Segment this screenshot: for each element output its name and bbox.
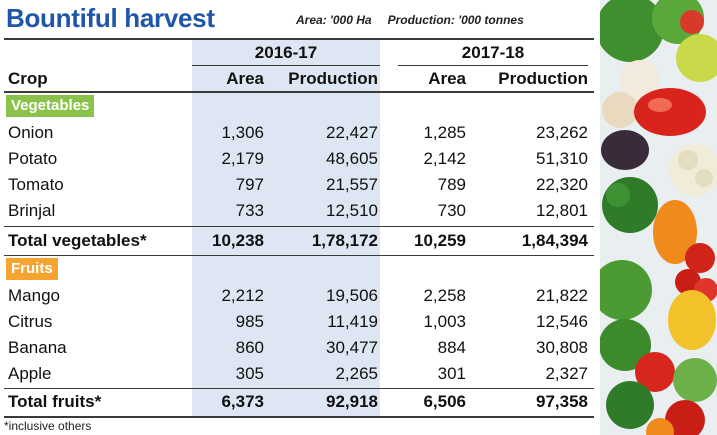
area-2017-18: 789 — [437, 175, 466, 194]
production-2017-18: 21,822 — [536, 286, 588, 305]
year-2016-17-shade — [192, 40, 380, 416]
vegetables-and-fruits-image — [600, 0, 717, 435]
crop-name: Mango — [8, 286, 60, 305]
production-2016-17: 22,427 — [326, 123, 378, 142]
year-2016-17-underline — [192, 65, 380, 66]
area-2017-18: 301 — [437, 364, 466, 383]
area-2016-17: 985 — [235, 312, 264, 331]
production-2017-18: 2,327 — [545, 364, 588, 383]
area-2016-17: 2,212 — [221, 286, 264, 305]
area-2016-17: 305 — [235, 364, 264, 383]
crop-name: Onion — [8, 123, 54, 142]
production-2016-17: 11,419 — [327, 312, 378, 331]
harvest-table-panel: Bountiful harvest Area: '000 Ha Productio… — [4, 3, 594, 433]
crop-name: Apple — [8, 364, 52, 383]
production-2017-18: 30,808 — [536, 338, 588, 357]
area-2017-18: 2,142 — [423, 149, 466, 168]
infographic-title: Bountiful harvest — [6, 3, 215, 33]
production-2016-17: 12,510 — [326, 201, 378, 220]
production-2017-18: 23,262 — [536, 123, 588, 142]
bottom-rule — [4, 416, 594, 418]
column-header-production-2016-17: Production — [288, 69, 378, 88]
fruits-total-rule — [4, 388, 594, 389]
total-label: Total vegetables* — [8, 231, 147, 250]
production-2016-17: 48,605 — [326, 149, 378, 168]
area-2016-17: 733 — [235, 201, 264, 220]
area-2017-18: 730 — [437, 201, 466, 220]
production-2016-17: 30,477 — [326, 338, 378, 357]
area-2016-17: 797 — [235, 175, 264, 194]
top-rule — [4, 38, 594, 40]
production-2016-17: 2,265 — [335, 364, 378, 383]
production-unit-note: Production: '000 tonnes — [387, 13, 524, 27]
area-2016-17: 860 — [235, 338, 264, 357]
area-2017-18: 2,258 — [423, 286, 466, 305]
total-area-2017-18: 10,259 — [414, 231, 466, 250]
area-2016-17: 1,306 — [221, 123, 264, 142]
total-area-2017-18: 6,506 — [423, 392, 466, 411]
column-header-production-2017-18: Production — [498, 69, 588, 88]
production-2017-18: 51,310 — [536, 149, 588, 168]
area-2017-18: 884 — [437, 338, 466, 357]
fruits-section-tag: Fruits — [6, 258, 58, 280]
area-unit-note: Area: '000 Ha — [296, 13, 372, 27]
production-2017-18: 22,320 — [536, 175, 588, 194]
units-note: Area: '000 Ha Production: '000 tonnes — [296, 13, 524, 27]
header-rule — [4, 91, 594, 93]
area-2017-18: 1,003 — [423, 312, 466, 331]
fruits-section-rule — [4, 255, 594, 256]
column-header-crop: Crop — [8, 69, 48, 88]
total-label: Total fruits* — [8, 392, 102, 411]
total-production-2016-17: 92,918 — [326, 392, 378, 411]
production-2017-18: 12,801 — [536, 201, 588, 220]
year-header-2016-17: 2016-17 — [254, 43, 318, 62]
production-2016-17: 19,506 — [326, 286, 378, 305]
column-header-area-2016-17: Area — [226, 69, 264, 88]
crop-name: Citrus — [8, 312, 53, 331]
production-2016-17: 21,557 — [326, 175, 378, 194]
vegetables-section-tag: Vegetables — [6, 95, 95, 117]
column-header-area-2017-18: Area — [428, 69, 466, 88]
area-2016-17: 2,179 — [221, 149, 264, 168]
total-production-2016-17: 1,78,172 — [311, 231, 378, 250]
production-2017-18: 12,546 — [536, 312, 588, 331]
total-production-2017-18: 97,358 — [536, 392, 588, 411]
total-production-2017-18: 1,84,394 — [521, 231, 588, 250]
crop-name: Brinjal — [8, 201, 56, 220]
area-2017-18: 1,285 — [423, 123, 466, 142]
year-2017-18-underline — [398, 65, 588, 66]
crop-name: Tomato — [8, 175, 64, 194]
total-area-2016-17: 10,238 — [212, 231, 264, 250]
total-area-2016-17: 6,373 — [221, 392, 264, 411]
footnote: *inclusive others — [4, 419, 92, 433]
crop-name: Banana — [8, 338, 67, 357]
crop-name: Potato — [8, 149, 58, 168]
vegetables-total-rule — [4, 226, 594, 227]
year-header-2017-18: 2017-18 — [461, 43, 525, 62]
